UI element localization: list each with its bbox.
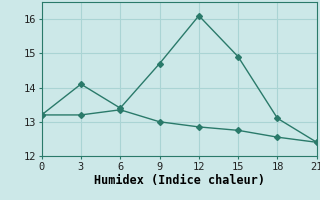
X-axis label: Humidex (Indice chaleur): Humidex (Indice chaleur) bbox=[94, 174, 265, 187]
